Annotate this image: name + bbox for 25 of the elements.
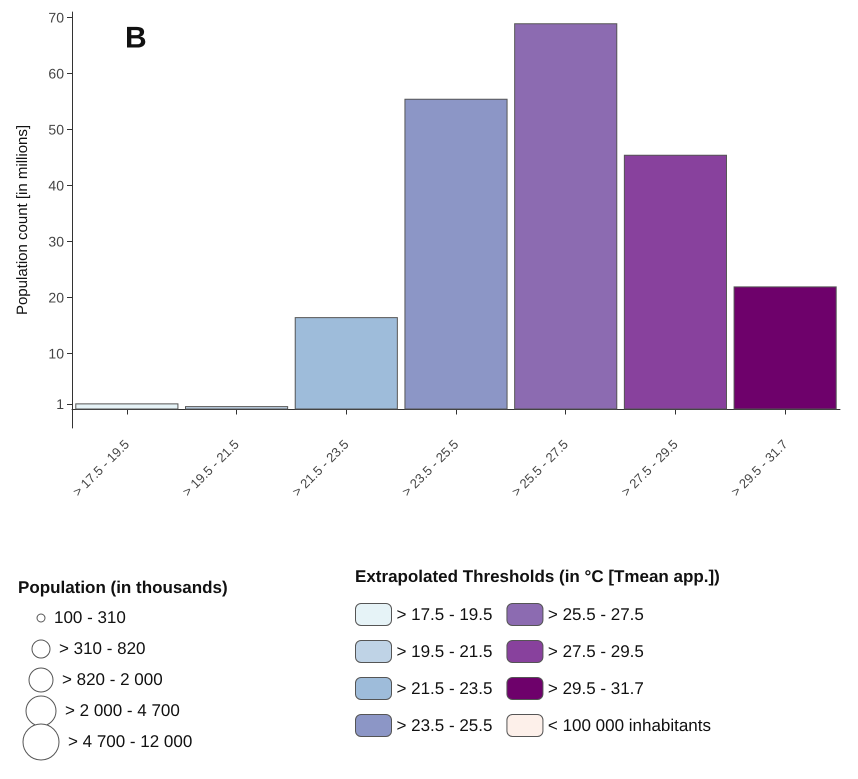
chart-title: B: [125, 22, 147, 54]
text: > 2 000 - 4 700: [65, 700, 180, 720]
legend-label: > 23.5 - 25.5: [396, 716, 492, 735]
y-tick-label: 10: [48, 346, 64, 362]
text: > 820 - 2 000: [62, 670, 163, 690]
text: > 310 - 820: [59, 638, 146, 658]
y-tick-label: 60: [48, 66, 64, 82]
y-tick-label: 50: [48, 122, 64, 138]
text: Population (in thousands): [18, 578, 228, 598]
legend-label: > 17.5 - 19.5: [396, 605, 492, 624]
text: 100 - 310: [54, 608, 126, 628]
legend-label: > 19.5 - 21.5: [396, 642, 492, 661]
legend-label: > 29.5 - 31.7: [548, 679, 644, 698]
legend-title: Extrapolated Thresholds (in °C [Tmean app.]): [355, 567, 720, 586]
legend-label: > 27.5 - 29.5: [548, 642, 644, 661]
y-tick-label: 40: [48, 178, 64, 194]
y-tick-label: 30: [48, 234, 64, 250]
legend-label: > 21.5 - 23.5: [396, 679, 492, 698]
y-axis-title: Population count [in millions]: [14, 124, 31, 316]
y-tick-label: 1: [56, 396, 64, 412]
legend-label: > 25.5 - 27.5: [548, 605, 644, 624]
y-tick-label: 20: [48, 290, 64, 306]
legend-label: < 100 000 inhabitants: [548, 716, 711, 735]
text: > 4 700 - 12 000: [68, 732, 192, 752]
y-tick-label: 70: [48, 10, 64, 26]
